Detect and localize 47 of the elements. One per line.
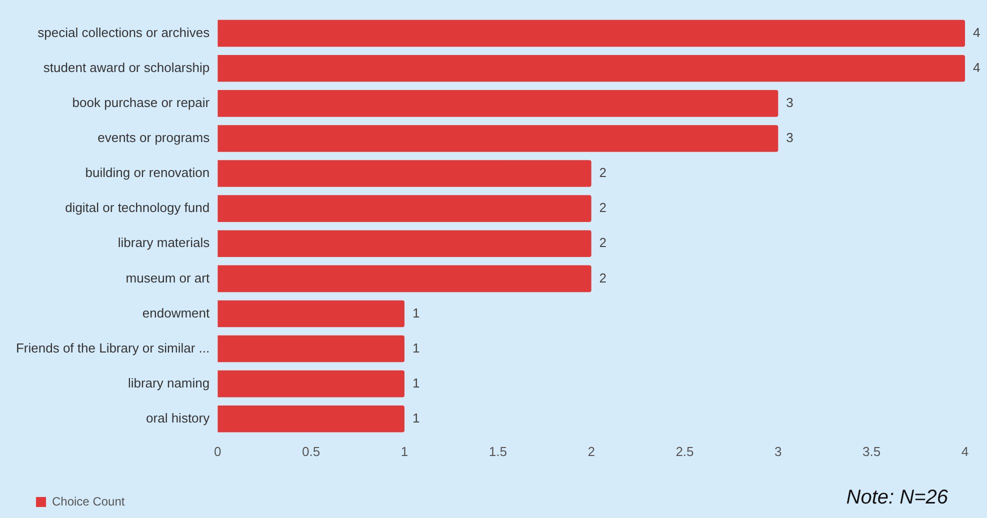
y-tick-label: events or programs (98, 130, 210, 146)
y-tick-label: library naming (128, 375, 210, 390)
bar (218, 335, 404, 362)
y-tick-label: endowment (142, 305, 210, 320)
bar (218, 300, 404, 328)
data-label: 2 (599, 200, 607, 216)
data-label: 1 (412, 305, 420, 320)
bar (218, 195, 592, 222)
data-label: 3 (786, 95, 794, 110)
data-label: 3 (786, 130, 794, 146)
y-tick-label: digital or technology fund (65, 200, 210, 216)
legend-label: Choice Count (52, 494, 126, 508)
bar (218, 54, 965, 82)
y-tick-label: building or renovation (85, 165, 210, 180)
data-label: 1 (412, 375, 420, 390)
y-tick-label: special collections or archives (38, 24, 210, 40)
x-tick-label: 1 (400, 444, 408, 459)
data-label: 4 (973, 60, 980, 75)
x-tick-label: 3.5 (862, 444, 881, 459)
x-tick-label: 0 (214, 444, 222, 459)
bar (218, 370, 404, 398)
x-tick-label: 2 (588, 444, 595, 459)
x-tick-label: 3 (774, 444, 782, 459)
data-label: 2 (599, 270, 607, 286)
x-tick-label: 0.5 (302, 444, 320, 459)
y-tick-label: Friends of the Library or similar ... (16, 340, 210, 356)
bar (218, 160, 592, 187)
data-label: 2 (599, 235, 607, 250)
text: Note: N=26 (846, 486, 949, 509)
x-tick-label: 2.5 (676, 444, 694, 459)
bar (218, 265, 592, 292)
bar (218, 230, 592, 258)
y-tick-label: oral history (146, 410, 210, 426)
bar (218, 125, 778, 152)
y-tick-label: museum or art (126, 270, 210, 286)
bar (218, 90, 778, 117)
data-label: 1 (412, 340, 420, 356)
bar (218, 405, 404, 432)
x-tick-label: 4 (961, 444, 969, 459)
bar (218, 20, 965, 47)
data-label: 1 (412, 410, 420, 426)
data-label: 4 (973, 24, 980, 40)
data-label: 2 (599, 165, 607, 180)
y-tick-label: student award or scholarship (43, 60, 210, 75)
y-tick-label: library materials (118, 235, 210, 250)
y-tick-label: book purchase or repair (72, 95, 210, 110)
x-tick-label: 1.5 (488, 444, 507, 459)
